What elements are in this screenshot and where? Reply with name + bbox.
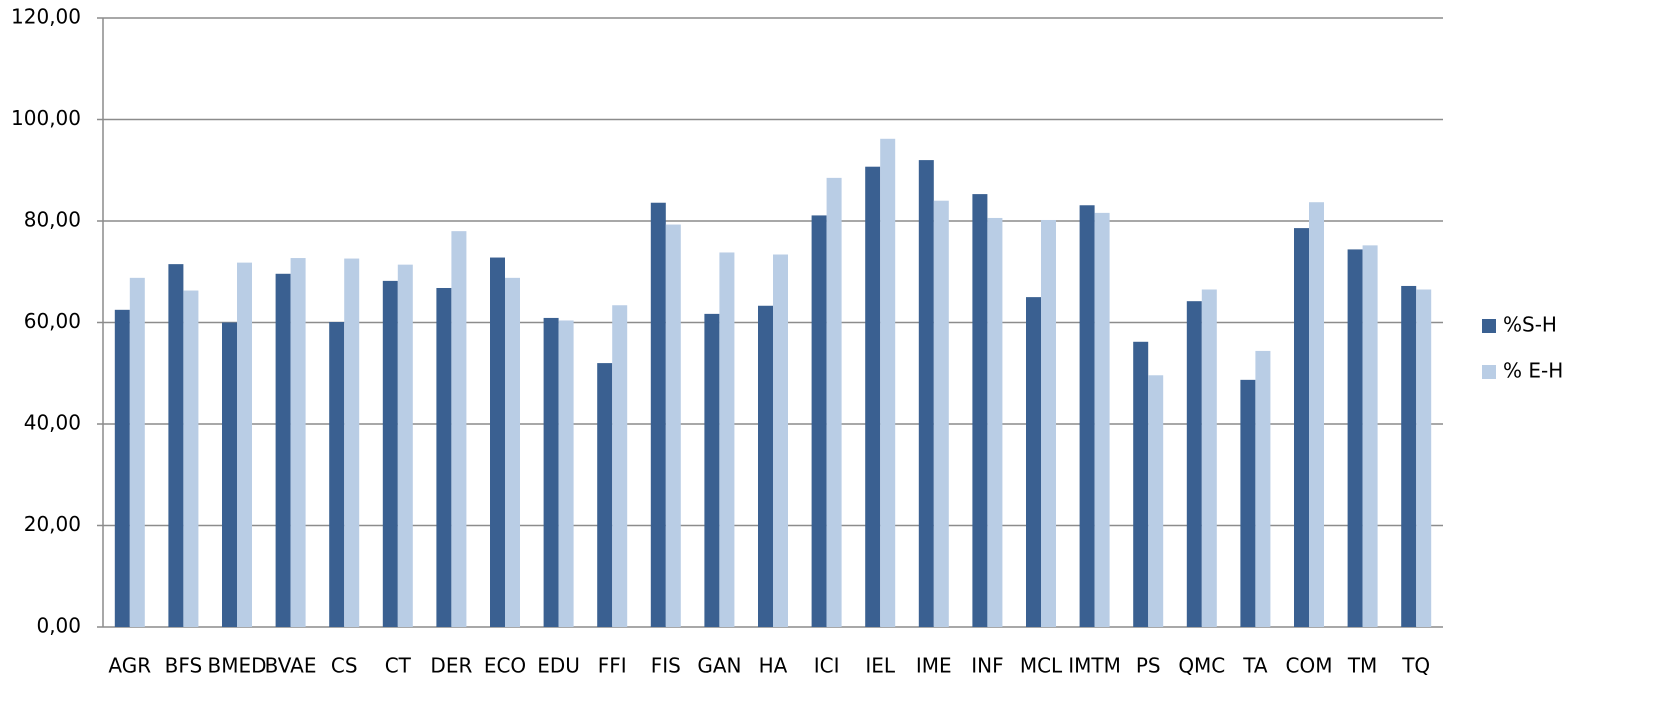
bar bbox=[558, 320, 574, 627]
bar bbox=[1362, 245, 1378, 628]
legend-swatch bbox=[1482, 365, 1496, 379]
x-tick-label: HA bbox=[759, 654, 788, 678]
x-tick-label: IMTM bbox=[1068, 654, 1121, 678]
x-tick-label: QMC bbox=[1178, 654, 1225, 678]
bar bbox=[1094, 212, 1110, 627]
bar bbox=[773, 254, 788, 627]
bar bbox=[344, 258, 360, 627]
bar bbox=[1148, 375, 1164, 627]
bar bbox=[1133, 341, 1149, 627]
y-tick-label: 40,00 bbox=[24, 411, 81, 435]
bar bbox=[222, 322, 237, 627]
x-tick-label: AGR bbox=[108, 654, 151, 678]
bar bbox=[826, 177, 842, 628]
y-tick-label: 20,00 bbox=[24, 512, 81, 536]
bar bbox=[1041, 219, 1056, 628]
bar bbox=[665, 224, 681, 628]
bar bbox=[382, 280, 398, 627]
x-tick-label: IEL bbox=[865, 654, 896, 678]
bar bbox=[397, 264, 413, 627]
x-tick-label: EDU bbox=[537, 654, 580, 678]
bar bbox=[704, 313, 720, 627]
x-tick-label: DER bbox=[430, 654, 472, 678]
x-tick-label: BMED bbox=[207, 654, 266, 678]
x-tick-label: TQ bbox=[1401, 654, 1430, 678]
bar bbox=[451, 231, 467, 627]
y-tick-label: 60,00 bbox=[24, 309, 81, 333]
x-tick-label: ECO bbox=[484, 654, 526, 678]
bar bbox=[719, 252, 735, 627]
bar bbox=[597, 363, 613, 627]
bar bbox=[918, 160, 934, 627]
bar bbox=[543, 317, 559, 627]
x-tick-label: MCL bbox=[1020, 654, 1063, 678]
bar bbox=[129, 277, 145, 627]
bar bbox=[1255, 350, 1271, 627]
y-tick-label: 100,00 bbox=[11, 106, 81, 130]
x-tick-label: BFS bbox=[165, 654, 203, 678]
x-tick-label: CS bbox=[331, 654, 358, 678]
x-tick-label: TA bbox=[1242, 654, 1268, 678]
legend-swatch bbox=[1482, 319, 1496, 333]
bar bbox=[114, 309, 130, 627]
bar bbox=[865, 166, 881, 627]
x-tick-label: PS bbox=[1136, 654, 1161, 678]
y-tick-label: 80,00 bbox=[24, 208, 81, 232]
bar bbox=[1201, 289, 1217, 627]
bar bbox=[1416, 289, 1432, 627]
bar bbox=[1240, 379, 1256, 627]
bar bbox=[436, 287, 452, 627]
y-tick-label: 120,00 bbox=[11, 5, 81, 29]
bar bbox=[880, 138, 896, 627]
x-tick-label: INF bbox=[971, 654, 1003, 678]
bar bbox=[1347, 249, 1363, 628]
legend-label: %S-H bbox=[1503, 313, 1557, 337]
bar bbox=[933, 200, 949, 627]
bar bbox=[1079, 205, 1095, 627]
x-tick-label: BVAE bbox=[265, 654, 317, 678]
y-tick-label: 0,00 bbox=[36, 614, 81, 638]
bar bbox=[168, 264, 184, 627]
x-tick-label: CT bbox=[385, 654, 412, 678]
bar bbox=[972, 194, 988, 628]
bar bbox=[1309, 202, 1324, 627]
legend-label: % E-H bbox=[1503, 359, 1563, 383]
bar bbox=[758, 305, 773, 627]
bar bbox=[650, 202, 666, 628]
x-tick-label: FFI bbox=[598, 654, 627, 678]
bar bbox=[612, 305, 628, 627]
bar bbox=[275, 273, 291, 627]
bar bbox=[237, 262, 252, 627]
x-tick-label: GAN bbox=[697, 654, 741, 678]
bar bbox=[1186, 301, 1202, 627]
bar bbox=[1294, 228, 1309, 628]
bar bbox=[987, 217, 1003, 627]
bar bbox=[1026, 297, 1041, 627]
x-tick-label: IME bbox=[916, 654, 952, 678]
x-tick-label: COM bbox=[1286, 654, 1333, 678]
bar bbox=[505, 277, 520, 627]
bar bbox=[183, 290, 199, 627]
bar bbox=[490, 257, 505, 627]
bar bbox=[1401, 285, 1417, 627]
x-tick-label: ICI bbox=[814, 654, 840, 678]
bar bbox=[329, 321, 345, 627]
x-tick-label: FIS bbox=[651, 654, 681, 678]
bar bbox=[811, 215, 827, 628]
bar bbox=[290, 258, 306, 627]
x-tick-label: TM bbox=[1347, 654, 1377, 678]
